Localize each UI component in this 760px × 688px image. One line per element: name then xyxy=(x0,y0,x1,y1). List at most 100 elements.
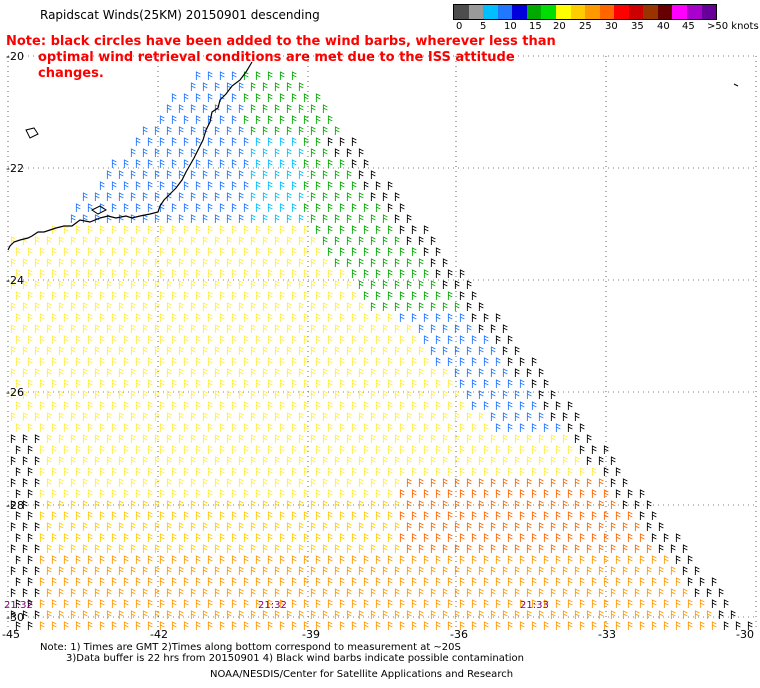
wind-barb xyxy=(423,357,429,366)
wind-barb xyxy=(123,225,129,234)
wind-barb xyxy=(363,555,369,564)
wind-barb xyxy=(478,610,484,619)
wind-barb xyxy=(538,610,544,619)
wind-barb xyxy=(399,533,405,542)
wind-barb xyxy=(34,280,40,289)
wind-barb xyxy=(135,511,141,520)
wind-barb xyxy=(298,82,304,91)
wind-barb xyxy=(219,269,225,278)
wind-barb xyxy=(27,555,33,564)
wind-barb xyxy=(322,302,328,311)
wind-barb xyxy=(130,258,136,267)
wind-barb xyxy=(322,148,328,157)
wind-barb xyxy=(82,434,88,443)
wind-barb xyxy=(250,522,256,531)
wind-barb xyxy=(238,390,244,399)
wind-barb xyxy=(711,577,717,586)
wind-barb xyxy=(339,423,345,432)
wind-barb xyxy=(334,434,340,443)
wind-barb xyxy=(219,533,225,542)
wind-barb xyxy=(159,137,165,146)
wind-barb xyxy=(238,500,244,509)
wind-barb xyxy=(94,236,100,245)
wind-barb xyxy=(339,269,345,278)
wind-barb xyxy=(442,588,448,597)
wind-barb xyxy=(363,621,369,630)
wind-barb xyxy=(99,621,105,630)
wind-barb xyxy=(519,401,525,410)
wind-barb xyxy=(327,203,333,212)
wind-barb xyxy=(166,368,172,377)
wind-barb xyxy=(423,533,429,542)
wind-barb xyxy=(231,467,237,476)
wind-barb xyxy=(418,280,424,289)
wind-barb xyxy=(447,599,453,608)
wind-barb xyxy=(483,313,489,322)
wind-barb xyxy=(202,456,208,465)
wind-barb xyxy=(430,324,436,333)
wind-barb xyxy=(118,500,124,509)
wind-barb xyxy=(394,588,400,597)
wind-barb xyxy=(118,412,124,421)
wind-barb xyxy=(507,423,513,432)
wind-barb xyxy=(22,368,28,377)
wind-barb xyxy=(22,610,28,619)
wind-barb xyxy=(291,489,297,498)
wind-barb xyxy=(555,423,561,432)
wind-barb xyxy=(291,511,297,520)
wind-barb xyxy=(159,489,165,498)
wind-barb xyxy=(274,126,280,135)
wind-barb xyxy=(63,225,69,234)
wind-barb xyxy=(183,489,189,498)
wind-barb xyxy=(531,445,537,454)
wind-barb xyxy=(483,511,489,520)
legend-swatch xyxy=(555,5,571,19)
wind-barb xyxy=(286,500,292,509)
wind-barb xyxy=(315,357,321,366)
wind-barb xyxy=(411,379,417,388)
wind-barb xyxy=(358,434,364,443)
wind-barb xyxy=(15,357,21,366)
wind-barb xyxy=(243,621,249,630)
wind-barb xyxy=(226,434,232,443)
wind-barb xyxy=(387,533,393,542)
wind-barb xyxy=(550,390,556,399)
wind-barb xyxy=(610,500,616,509)
wind-barb xyxy=(147,445,153,454)
wind-barb xyxy=(99,291,105,300)
wind-barb xyxy=(495,357,501,366)
wind-barb xyxy=(15,423,21,432)
wind-barb xyxy=(459,599,465,608)
wind-barb xyxy=(262,544,268,553)
wind-barb xyxy=(406,280,412,289)
wind-barb xyxy=(267,445,273,454)
wind-barb xyxy=(663,533,669,542)
wind-barb xyxy=(226,390,232,399)
wind-barb xyxy=(166,170,172,179)
wind-barb xyxy=(159,357,165,366)
wind-barb xyxy=(478,566,484,575)
wind-barb xyxy=(159,269,165,278)
wind-barb xyxy=(315,577,321,586)
wind-barb xyxy=(514,390,520,399)
wind-barb xyxy=(610,456,616,465)
wind-barb xyxy=(267,291,273,300)
wind-barb xyxy=(315,533,321,542)
wind-barb xyxy=(226,610,232,619)
wind-barb xyxy=(46,500,52,509)
wind-barb xyxy=(286,566,292,575)
wind-barb xyxy=(526,610,532,619)
wind-barb xyxy=(471,577,477,586)
wind-barb xyxy=(394,456,400,465)
wind-barb xyxy=(627,599,633,608)
wind-barb xyxy=(670,610,676,619)
wind-barb xyxy=(399,621,405,630)
wind-barb xyxy=(171,181,177,190)
wind-barb xyxy=(346,170,352,179)
wind-barb xyxy=(135,137,141,146)
wind-barb xyxy=(190,258,196,267)
wind-barb xyxy=(735,621,741,630)
wind-barb xyxy=(250,214,256,223)
wind-barb xyxy=(358,412,364,421)
wind-barb xyxy=(262,104,268,113)
